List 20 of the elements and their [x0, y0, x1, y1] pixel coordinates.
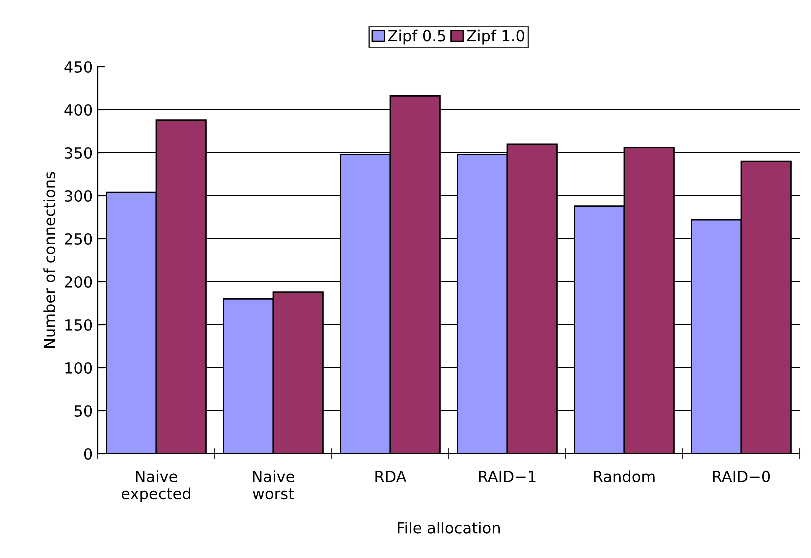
x-tick-label: RAID−0: [713, 470, 770, 482]
y-axis-title: Number of connections: [44, 172, 56, 348]
x-tick-label: Naive worst: [253, 470, 294, 500]
y-tick-label: 350: [65, 147, 92, 160]
x-tick-label: Random: [594, 470, 655, 482]
y-tick-label: 0: [84, 448, 92, 460]
y-tick-label: 250: [65, 233, 92, 246]
x-axis-title: File allocation: [398, 522, 500, 534]
legend-label: Zipf 1.0: [467, 30, 524, 45]
x-tick-label: RAID−1: [479, 471, 536, 482]
y-tick-label: 300: [65, 190, 92, 202]
y-tick-label: 450: [64, 61, 92, 74]
legend-label: Zipf 0.5: [388, 30, 446, 45]
y-tick-label: 50: [74, 405, 92, 418]
y-tick-label: 150: [66, 319, 92, 332]
y-tick-label: 400: [64, 104, 92, 116]
y-tick-label: 200: [65, 276, 92, 288]
y-tick-label: 100: [66, 362, 92, 374]
x-tick-label: RDA: [376, 471, 407, 482]
x-tick-label: Naive expected: [122, 470, 190, 503]
